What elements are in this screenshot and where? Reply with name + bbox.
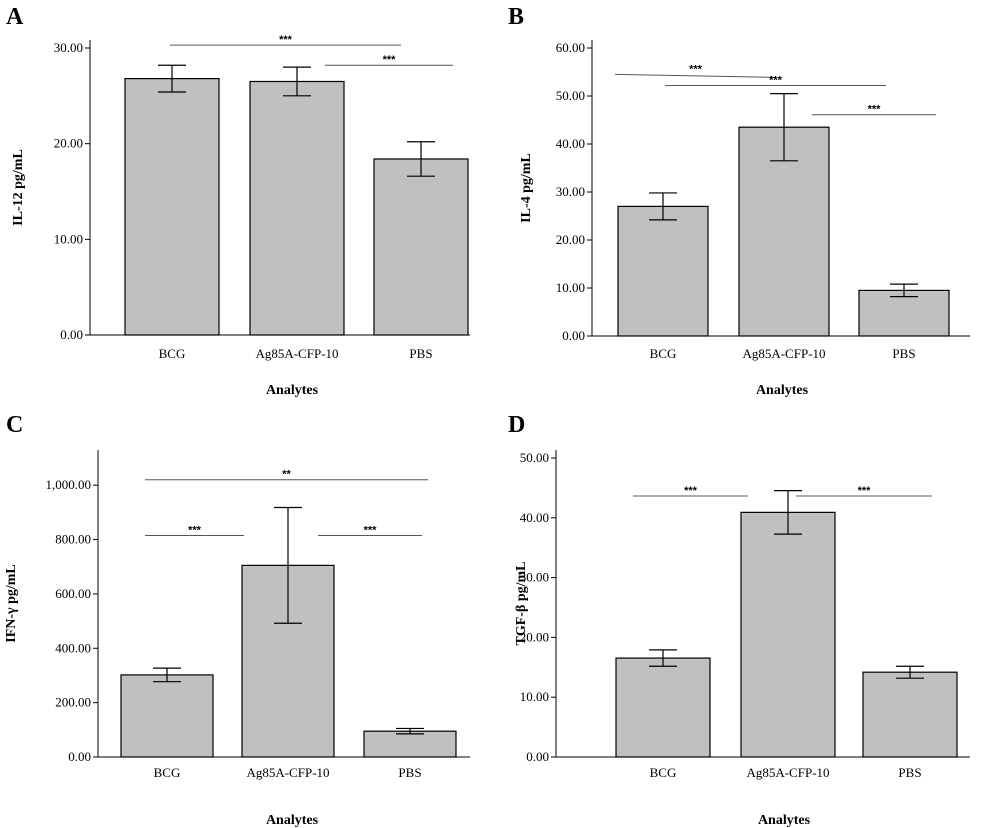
significance-line (614, 73, 777, 78)
panel-letter: D (508, 412, 525, 438)
significance-label: ** (282, 469, 291, 481)
bar-bcg (120, 674, 214, 758)
y-tick-label: 30.00 (520, 570, 549, 585)
category-label: Ag85A-CFP-10 (246, 765, 329, 780)
bar-bcg (615, 657, 711, 758)
y-tick-label: 0.00 (562, 328, 585, 343)
panel-letter: A (6, 4, 24, 30)
y-tick-label: 50.00 (556, 88, 585, 103)
category-label: Ag85A-CFP-10 (742, 346, 825, 361)
panel-c: C 0.00 200.00 400.00 600.00 800.00 1,000.00 BCG… (4, 412, 470, 828)
y-axis-title: IL-4 pg/mL (519, 153, 534, 223)
bar-ag85a-cfp-10 (249, 80, 345, 336)
y-tick-label: 20.00 (520, 629, 549, 644)
y-tick-label: 30.00 (556, 184, 585, 199)
y-tick-label: 800.00 (55, 532, 91, 547)
x-axis-title: Analytes (266, 383, 319, 398)
y-tick-label: 40.00 (520, 510, 549, 525)
significance-label: *** (858, 485, 872, 497)
y-tick-label: 20.00 (556, 232, 585, 247)
category-label: Ag85A-CFP-10 (746, 765, 829, 780)
y-tick-label: 10.00 (54, 231, 83, 246)
y-axis-title: TGF-β pg/mL (514, 562, 529, 646)
y-tick-label: 0.00 (60, 327, 83, 342)
significance-label: *** (188, 524, 202, 536)
category-label: BCG (650, 346, 677, 361)
x-axis-title: Analytes (756, 383, 809, 398)
significance-label: *** (684, 485, 698, 497)
y-tick-label: 1,000.00 (46, 477, 92, 492)
bar-ag85a-cfp-10 (740, 511, 836, 758)
y-tick-label: 0.00 (68, 749, 91, 764)
y-tick-label: 20.00 (54, 136, 83, 151)
bar-bcg (124, 78, 220, 336)
x-axis-title: Analytes (266, 813, 319, 828)
category-label: BCG (154, 765, 181, 780)
category-label: PBS (892, 346, 915, 361)
category-label: PBS (398, 765, 421, 780)
panel-a: A 0.00 10.00 20.00 30.00 BCG Ag85A-CFP-10 PBS **… (6, 4, 470, 398)
significance-label: *** (279, 34, 293, 46)
panel-letter: B (508, 4, 524, 30)
y-tick-label: 600.00 (55, 586, 91, 601)
y-tick-label: 50.00 (520, 450, 549, 465)
panel-letter: C (6, 412, 23, 438)
y-tick-label: 60.00 (556, 40, 585, 55)
category-label: PBS (409, 346, 432, 361)
y-tick-label: 10.00 (556, 280, 585, 295)
significance-label: *** (364, 524, 378, 536)
category-label: Ag85A-CFP-10 (255, 346, 338, 361)
bar-pbs (373, 158, 469, 336)
category-label: BCG (159, 346, 186, 361)
y-tick-label: 40.00 (556, 136, 585, 151)
y-tick-label: 200.00 (55, 695, 91, 710)
y-axis-title: IFN-γ pg/mL (4, 564, 19, 643)
y-axis-title: IL-12 pg/mL (11, 149, 26, 226)
panel-b: B 0.00 10.00 20.00 30.00 40.00 50.00 60.00 BCG Ag… (508, 4, 970, 398)
significance-label: *** (689, 63, 703, 75)
significance-label: *** (383, 54, 397, 66)
significance-label: *** (769, 74, 783, 86)
significance-label: *** (868, 104, 882, 116)
y-tick-label: 0.00 (526, 749, 549, 764)
panel-d: D 0.00 10.00 20.00 30.00 40.00 50.00 BCG Ag85A-C… (508, 412, 970, 828)
bar-pbs (363, 730, 457, 758)
x-axis-title: Analytes (758, 813, 811, 828)
y-tick-label: 30.00 (54, 40, 83, 55)
category-label: PBS (898, 765, 921, 780)
y-tick-label: 400.00 (55, 640, 91, 655)
bar-bcg (617, 205, 709, 337)
y-tick-label: 10.00 (520, 689, 549, 704)
bar-pbs (862, 671, 958, 758)
bar-pbs (858, 289, 950, 337)
category-label: BCG (650, 765, 677, 780)
bar-ag85a-cfp-10 (738, 126, 830, 337)
